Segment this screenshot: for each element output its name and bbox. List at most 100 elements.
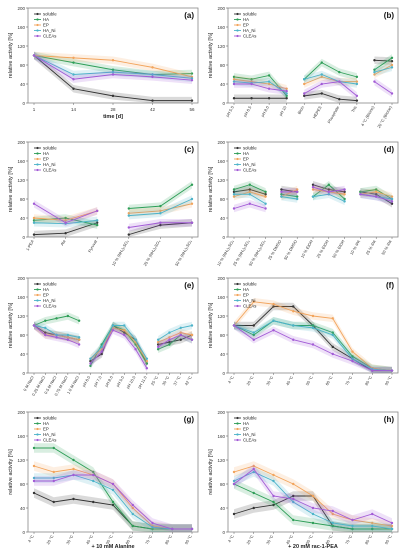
data-point — [159, 204, 162, 208]
data-point — [123, 331, 126, 334]
series-line — [304, 81, 358, 97]
data-point — [72, 497, 75, 501]
x-tick-label: 60 °C — [324, 375, 333, 386]
y-tick-label: 0 — [222, 235, 225, 240]
data-point — [359, 193, 362, 196]
legend-label: HA_Ni — [43, 28, 55, 33]
x-tick-label: 42 — [150, 107, 156, 112]
data-point — [311, 188, 315, 191]
data-point — [77, 338, 81, 341]
series-cleas — [232, 77, 394, 100]
legend-label: HA_Ni — [243, 432, 255, 437]
data-point — [351, 350, 354, 353]
plot-frame — [27, 141, 199, 238]
y-tick-label: 40 — [20, 506, 26, 511]
data-point — [343, 188, 346, 191]
data-point — [351, 359, 354, 363]
error-band — [34, 218, 98, 237]
data-point — [66, 314, 70, 318]
error-band — [128, 218, 192, 237]
data-point — [92, 479, 95, 483]
data-point — [190, 79, 194, 82]
data-point — [151, 527, 154, 531]
data-point — [52, 446, 55, 450]
data-point — [311, 183, 315, 186]
y-tick-label: 80 — [220, 63, 226, 68]
data-point — [111, 503, 115, 507]
data-point — [159, 212, 162, 215]
data-point — [331, 345, 334, 349]
x-tick-label: 25 % (NH₄)₂SO₄ — [142, 239, 161, 267]
y-tick-label: 200 — [217, 410, 225, 415]
data-point — [373, 70, 376, 74]
data-point — [351, 518, 354, 522]
legend-label: HA — [43, 287, 49, 292]
data-point — [77, 343, 81, 346]
data-point — [123, 329, 126, 332]
data-point — [168, 336, 171, 339]
data-point — [285, 89, 288, 93]
data-point — [371, 512, 374, 516]
data-point — [331, 524, 334, 528]
y-tick-label: 200 — [17, 276, 25, 281]
legend-label: EP — [243, 427, 249, 432]
data-point — [331, 331, 334, 334]
y-tick-label: 40 — [220, 82, 226, 87]
legend-marker — [36, 18, 39, 21]
data-point — [72, 458, 75, 462]
data-point — [134, 338, 137, 341]
error-band — [34, 199, 98, 227]
error-band — [34, 207, 98, 225]
x-tick-label: 80 °C — [364, 375, 373, 386]
series-line — [157, 332, 193, 343]
data-point — [190, 221, 194, 224]
data-point — [371, 527, 374, 531]
data-point — [171, 527, 174, 531]
y-tick-label: 120 — [217, 458, 225, 463]
data-point — [123, 324, 126, 327]
data-point — [371, 369, 374, 372]
series-line — [303, 62, 358, 80]
data-point — [96, 209, 99, 213]
error-band — [313, 183, 345, 196]
data-point — [111, 68, 115, 71]
x-tick-label: 20 °C — [245, 375, 254, 386]
error-band — [128, 199, 192, 218]
x-tick-label: 50 % IPA — [380, 239, 393, 256]
data-point — [371, 524, 374, 528]
x-tick-label: Pyruvat — [87, 238, 99, 253]
y-axis-label: relative activity [%] — [8, 32, 14, 78]
data-point — [131, 506, 134, 510]
legend-marker — [36, 168, 39, 172]
data-point — [123, 333, 126, 337]
data-point — [252, 506, 255, 510]
series-line — [374, 66, 393, 73]
legend-label: CLEAs — [243, 304, 256, 309]
data-point — [232, 75, 236, 79]
x-tick-label: 30 °C — [65, 534, 74, 545]
series-cleas — [232, 464, 394, 528]
y-tick-label: 0 — [22, 235, 25, 240]
data-point — [179, 338, 182, 341]
data-point — [32, 233, 36, 236]
data-point — [390, 200, 394, 203]
data-point — [190, 333, 194, 337]
panel-label: (a) — [184, 11, 194, 20]
data-point — [264, 190, 267, 194]
data-point — [248, 183, 251, 186]
series-line — [304, 76, 357, 85]
x-tick-label: 30 °C — [265, 375, 274, 386]
data-point — [272, 305, 275, 308]
data-point — [355, 82, 359, 86]
legend-marker — [36, 152, 39, 155]
data-point — [232, 482, 236, 486]
y-axis-label: relative activity [%] — [208, 32, 214, 78]
series-soluble — [232, 56, 394, 103]
y-axis-label: relative activity [%] — [8, 166, 14, 212]
data-point — [44, 319, 47, 322]
y-tick-label: 120 — [17, 44, 25, 49]
data-point — [272, 473, 275, 477]
x-tick-label: 4 °C — [227, 534, 235, 543]
data-point — [285, 92, 288, 95]
